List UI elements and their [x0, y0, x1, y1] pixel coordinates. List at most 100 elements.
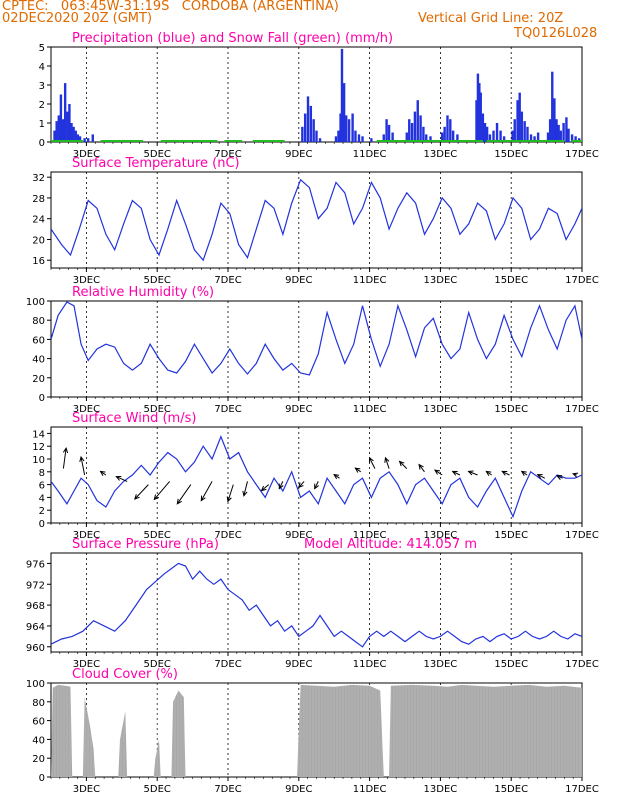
- precip-bar: [340, 48, 344, 142]
- wind-arrow: [314, 481, 319, 489]
- panel-wind: 0 2 46 8 10 12 14 3DEC 5DEC 7DEC 9DEC 11DEC 13DEC 15D…: [32, 411, 599, 541]
- y-tick-label: 968: [26, 601, 45, 612]
- precip-bar: [318, 138, 322, 142]
- y-tick-label: 972: [26, 580, 45, 591]
- wind-arrow-head: [354, 467, 361, 473]
- precip-bar: [339, 113, 342, 142]
- precip-bar: [361, 136, 364, 142]
- y-tick-label: 0: [39, 519, 45, 530]
- y-tick-label: 960: [26, 643, 45, 654]
- precip-bar: [570, 134, 574, 142]
- wind-arrow-head: [434, 469, 440, 475]
- precip-bar: [520, 111, 524, 142]
- precip-bar: [345, 115, 348, 142]
- precip-bar: [408, 119, 411, 142]
- x-tick-label: 15DEC: [494, 404, 528, 415]
- panel-pressure: 960 964 968 972 976 3DEC 5DEC 7DEC 9DEC 11DEC 13DE…: [26, 537, 599, 670]
- precip-bar: [387, 124, 391, 142]
- wind-arrow: [243, 481, 248, 496]
- precip-bar: [449, 119, 452, 142]
- model-altitude-note: Model Altitude: 414.057 m: [304, 537, 477, 552]
- x-tick-label: 5DEC: [144, 149, 171, 160]
- y-tick-label: 20: [32, 235, 45, 246]
- wind-arrow: [80, 456, 86, 476]
- wind-arrow: [134, 484, 149, 500]
- precip-bar: [309, 105, 313, 142]
- x-tick-label: 13DEC: [424, 530, 458, 541]
- wind-arrow-head: [242, 490, 248, 497]
- precip-bar: [485, 126, 489, 142]
- precip-bar: [526, 126, 529, 142]
- wind-arrow: [502, 470, 510, 476]
- wind-arrow: [399, 461, 408, 469]
- precip-bar: [416, 100, 419, 142]
- precip-bar: [440, 132, 444, 142]
- x-tick-label: 15DEC: [494, 149, 528, 160]
- precip-bar: [63, 83, 67, 142]
- precip-bar: [499, 130, 502, 142]
- panel-cloud: 0 20 40 60 80 100 3DEC 5DEC 7DEC 9DEC 11DEC 13DEC 15…: [26, 667, 599, 795]
- wind-arrow: [468, 470, 478, 476]
- panel-humidity: 0 20 40 60 80 100 3DEC 5DEC 7DEC 9DEC 11DEC 13DEC 15…: [26, 285, 599, 415]
- y-tick-label: 8: [39, 468, 45, 479]
- precip-bar: [55, 121, 58, 142]
- precip-bar: [555, 119, 558, 142]
- precip-bar: [86, 138, 90, 142]
- y-tick-label: 976: [26, 559, 45, 570]
- y-tick-label: 100: [26, 297, 45, 308]
- chart-title-cloud: Cloud Cover (%): [72, 667, 178, 682]
- y-tick-label: 0: [39, 773, 45, 784]
- wind-arrow: [418, 464, 425, 473]
- precip-bar: [422, 126, 425, 142]
- precip-bar: [303, 113, 307, 142]
- y-tick-label: 4: [39, 62, 45, 73]
- precip-bar: [559, 130, 562, 142]
- wind-arrow-head: [260, 485, 267, 492]
- precip-bar: [574, 136, 577, 142]
- y-tick-label: 3: [39, 81, 45, 92]
- wind-arrow: [537, 474, 546, 479]
- precip-bar: [72, 126, 75, 142]
- y-tick-label: 80: [32, 316, 45, 327]
- precip-bar: [68, 104, 71, 142]
- precip-bars: [51, 48, 582, 142]
- wind-arrow-head: [398, 460, 405, 467]
- chart-title-pressure: Surface Pressure (hPa): [72, 537, 219, 552]
- x-tick-label: 11DEC: [353, 784, 387, 795]
- precip-bar: [347, 119, 351, 142]
- x-tick-label: 7DEC: [214, 784, 241, 795]
- x-tick-label: 17DEC: [565, 275, 599, 286]
- wind-arrow-head: [384, 456, 390, 463]
- wind-arrow-head: [333, 473, 340, 480]
- x-tick-label: 15DEC: [494, 275, 528, 286]
- series-line-wind: [51, 434, 582, 519]
- wind-arrow-head: [520, 470, 527, 476]
- wind-arrow-head: [485, 470, 492, 476]
- x-tick-label: 3DEC: [73, 404, 100, 415]
- wind-arrow: [200, 481, 213, 501]
- wind-arrow-head: [556, 475, 563, 480]
- wind-arrow-head: [368, 456, 374, 463]
- precip-bar: [536, 132, 540, 142]
- x-tick-label: 7DEC: [214, 404, 241, 415]
- precip-bar: [391, 132, 394, 142]
- precip-bar: [502, 136, 506, 142]
- cloud-texture: [51, 683, 581, 777]
- wind-arrow-head: [467, 470, 474, 476]
- precip-bar: [419, 115, 422, 142]
- precip-bar: [488, 134, 492, 142]
- wind-arrow-head: [176, 498, 182, 505]
- wind-arrow: [434, 469, 443, 476]
- precip-bar: [370, 138, 373, 142]
- wind-arrow: [278, 481, 284, 489]
- precip-bar: [551, 71, 554, 142]
- x-tick-label: 7DEC: [214, 149, 241, 160]
- precip-bar: [562, 123, 565, 142]
- x-tick-label: 5DEC: [144, 784, 171, 795]
- y-tick-label: 5: [39, 43, 45, 54]
- precip-bar: [410, 123, 414, 142]
- x-tick-label: 7DEC: [214, 530, 241, 541]
- plot-frame: [50, 171, 583, 269]
- y-tick-label: 16: [32, 256, 45, 267]
- x-tick-label: 11DEC: [353, 530, 387, 541]
